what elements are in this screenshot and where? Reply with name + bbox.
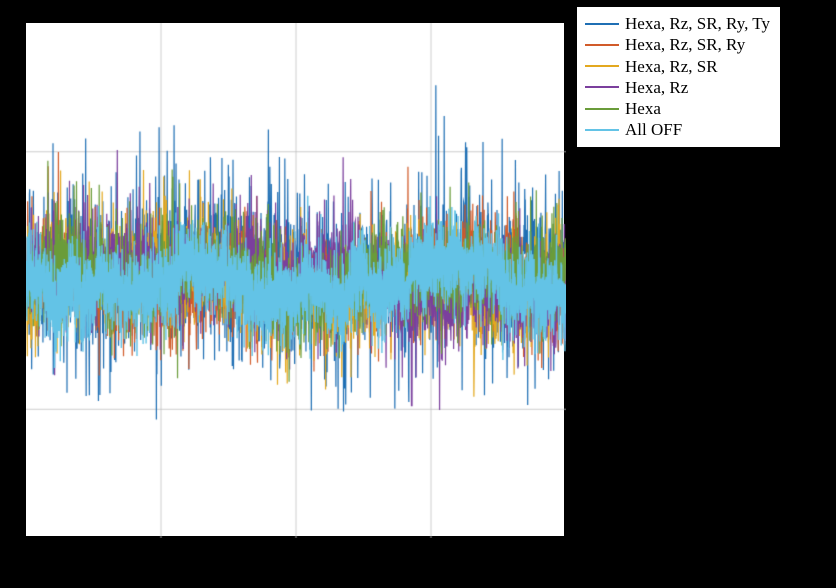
legend-label: Hexa, Rz, SR, Ry	[625, 34, 745, 55]
legend-item: Hexa, Rz, SR, Ry	[585, 34, 770, 55]
legend-label: Hexa, Rz	[625, 77, 688, 98]
legend-item: Hexa, Rz, SR, Ry, Ty	[585, 13, 770, 34]
legend-item: Hexa	[585, 98, 770, 119]
legend-swatch	[585, 129, 619, 131]
legend-label: All OFF	[625, 119, 682, 140]
legend-label: Hexa, Rz, SR	[625, 56, 718, 77]
legend-label: Hexa	[625, 98, 661, 119]
legend-swatch	[585, 86, 619, 88]
legend-item: Hexa, Rz, SR	[585, 56, 770, 77]
legend-swatch	[585, 23, 619, 25]
plot-canvas	[26, 23, 566, 538]
legend-label: Hexa, Rz, SR, Ry, Ty	[625, 13, 770, 34]
axes-area	[25, 22, 565, 537]
legend-swatch	[585, 44, 619, 46]
figure: Hexa, Rz, SR, Ry, TyHexa, Rz, SR, RyHexa…	[0, 0, 836, 588]
legend-item: All OFF	[585, 119, 770, 140]
legend-swatch	[585, 65, 619, 67]
legend: Hexa, Rz, SR, Ry, TyHexa, Rz, SR, RyHexa…	[576, 6, 781, 148]
legend-swatch	[585, 108, 619, 110]
legend-item: Hexa, Rz	[585, 77, 770, 98]
